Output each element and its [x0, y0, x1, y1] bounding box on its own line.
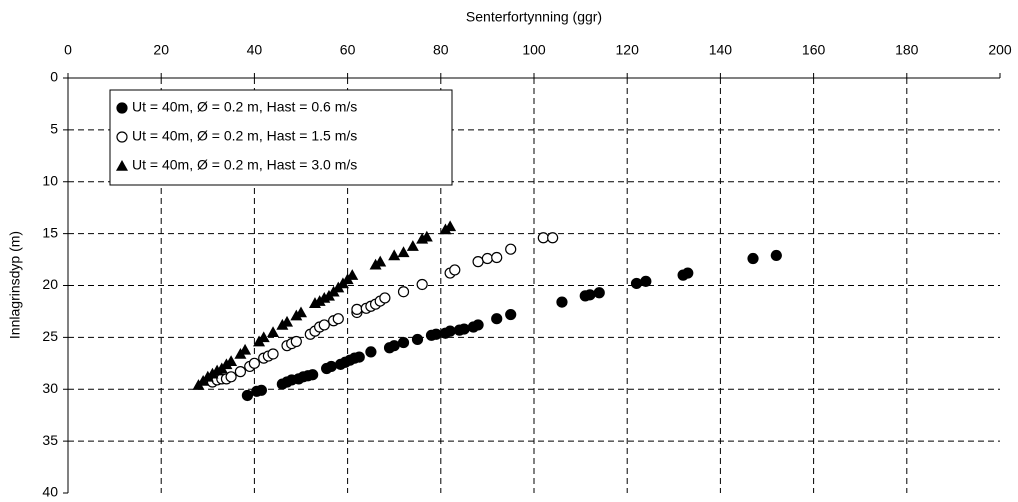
- x-tick-label: 200: [988, 42, 1012, 58]
- y-tick-label: 35: [42, 432, 58, 448]
- y-tick-label: 0: [50, 69, 58, 85]
- point: [444, 325, 456, 337]
- y-axis-title: Innlagrinsdyp (m): [7, 231, 23, 339]
- y-tick-label: 25: [42, 328, 58, 344]
- legend: Ut = 40m, Ø = 0.2 m, Hast = 0.6 m/s Ut = …: [109, 89, 453, 186]
- point: [374, 255, 387, 267]
- point: [411, 333, 424, 346]
- point: [584, 289, 596, 301]
- point: [257, 331, 270, 343]
- point: [491, 313, 503, 325]
- x-axis-title: Senterfortynning (ggr): [466, 9, 602, 25]
- point: [248, 357, 260, 369]
- x-tick-label: 20: [153, 42, 169, 58]
- point: [747, 252, 759, 265]
- point: [491, 251, 503, 264]
- y-tick-label: 15: [42, 224, 58, 240]
- legend-marker: [116, 102, 128, 114]
- point: [406, 240, 419, 251]
- point: [332, 313, 344, 325]
- point: [444, 220, 457, 232]
- y-tick-label: 5: [50, 121, 58, 137]
- x-tick-label: 140: [709, 42, 733, 58]
- point: [234, 366, 247, 378]
- point: [420, 230, 433, 242]
- point: [537, 232, 549, 244]
- legend-label: Ut = 40m, Ø = 0.2 m, Hast = 0.6 m/s: [132, 99, 357, 115]
- point: [640, 275, 652, 287]
- point: [365, 346, 377, 358]
- point: [388, 249, 401, 261]
- point: [318, 319, 330, 331]
- point: [449, 264, 461, 276]
- point: [267, 326, 280, 337]
- point: [281, 315, 294, 327]
- x-tick-label: 40: [247, 42, 263, 58]
- point: [430, 328, 442, 340]
- point: [225, 355, 238, 367]
- point: [547, 232, 559, 244]
- legend-box: [109, 89, 453, 186]
- x-tick-label: 160: [802, 42, 826, 58]
- x-tick-label: 60: [340, 42, 356, 58]
- point: [556, 296, 568, 308]
- point: [481, 252, 493, 265]
- x-tick-label: 100: [522, 42, 546, 58]
- point: [295, 306, 307, 318]
- point: [458, 323, 470, 335]
- x-tick-label: 80: [433, 42, 449, 58]
- point: [630, 277, 643, 290]
- point: [379, 292, 391, 304]
- legend-marker: [116, 131, 128, 143]
- point: [351, 303, 363, 315]
- legend-label: Ut = 40m, Ø = 0.2 m, Hast = 1.5 m/s: [132, 128, 357, 144]
- point: [593, 287, 605, 299]
- x-tick-label: 180: [895, 42, 919, 58]
- y-tick-label: 40: [42, 484, 58, 500]
- point: [225, 371, 237, 383]
- point: [346, 269, 359, 280]
- x-tick-label: 0: [64, 42, 72, 58]
- point: [770, 249, 782, 262]
- point: [239, 343, 252, 355]
- point: [307, 369, 319, 381]
- point: [472, 256, 484, 268]
- legend-label: Ut = 40m, Ø = 0.2 m, Hast = 3.0 m/s: [132, 157, 357, 173]
- point: [397, 336, 410, 349]
- point: [682, 267, 694, 279]
- x-tick-label: 120: [616, 42, 640, 58]
- y-tick-label: 30: [42, 380, 58, 396]
- point: [397, 286, 410, 298]
- point: [325, 360, 337, 373]
- point: [416, 278, 428, 291]
- point: [267, 348, 279, 360]
- point: [388, 340, 400, 352]
- y-tick-label: 20: [42, 276, 58, 292]
- point: [290, 335, 302, 348]
- legend-marker: [116, 160, 128, 171]
- point: [353, 351, 365, 363]
- point: [505, 308, 517, 321]
- point: [472, 319, 484, 331]
- point: [255, 384, 267, 396]
- y-tick-label: 10: [42, 172, 58, 188]
- point: [241, 389, 254, 402]
- point: [505, 243, 517, 255]
- point: [397, 246, 410, 258]
